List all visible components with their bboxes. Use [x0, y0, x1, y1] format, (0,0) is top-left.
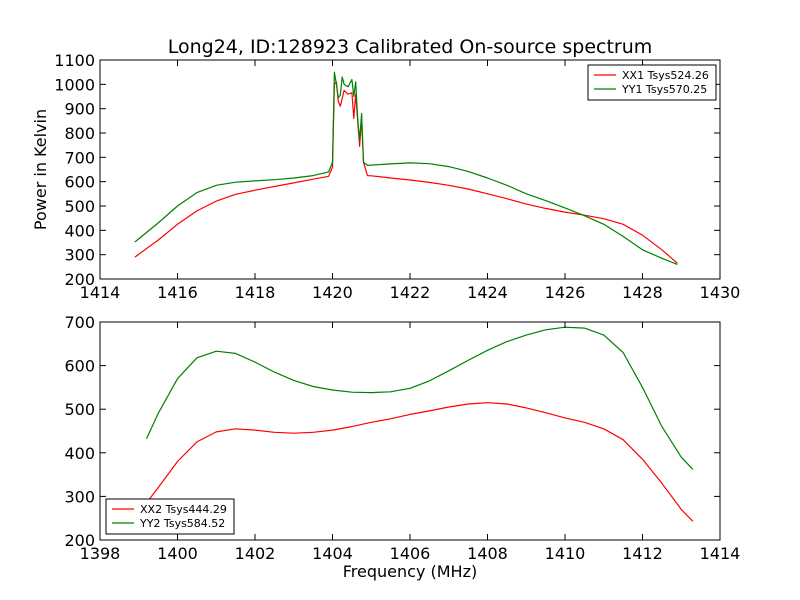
x-tick-label: 1402 [235, 544, 276, 563]
y-tick-label: 300 [64, 487, 95, 506]
legend-entry: XX2 Tsys444.29 [140, 503, 227, 516]
y-tick-label: 800 [64, 124, 95, 143]
y-tick-label: 600 [64, 357, 95, 376]
y-tick-label: 600 [64, 173, 95, 192]
series-line-1 [146, 402, 694, 522]
x-tick-label: 1428 [622, 283, 663, 302]
y-tick-label: 200 [64, 270, 95, 289]
x-tick-label: 1422 [390, 283, 431, 302]
y-tick-label: 500 [64, 400, 95, 419]
y-tick-label: 400 [64, 221, 95, 240]
y-tick-label: 300 [64, 246, 95, 265]
x-tick-label: 1430 [700, 283, 741, 302]
y-tick-label: 1000 [54, 75, 95, 94]
x-tick-label: 1398 [80, 544, 121, 563]
x-tick-label: 1414 [700, 544, 741, 563]
legend-box [587, 64, 717, 101]
top-panel: 1414 1416 1418 1420 1422 1424 1426 1428 1430 200 3… [31, 51, 740, 302]
y-tick-label: 400 [64, 444, 95, 463]
x-axis-label: Frequency (MHz) [343, 562, 477, 581]
x-tick-label: 1424 [467, 283, 508, 302]
bottom-panel: 1398 1400 1402 1404 1406 1408 1410 1412 1414 200 3… [64, 313, 740, 581]
x-tick-label: 1414 [80, 283, 121, 302]
y-tick-label: 700 [64, 148, 95, 167]
legend-entry: YY2 Tsys584.52 [139, 517, 225, 530]
y-axis-label: Power in Kelvin [31, 109, 50, 230]
legend-entry: XX1 Tsys524.26 [622, 69, 709, 82]
y-tick-label: 200 [64, 531, 95, 550]
x-tick-label: 1408 [467, 544, 508, 563]
y-tick-label: 500 [64, 197, 95, 216]
x-tick-label: 1412 [622, 544, 663, 563]
x-tick-label: 1418 [235, 283, 276, 302]
y-tick-label: 1100 [54, 51, 95, 70]
figure-title: Long24, ID:128923 Calibrated On-source s… [168, 36, 653, 58]
legend-entry: YY1 Tsys570.25 [621, 83, 707, 96]
x-tick-label: 1406 [390, 544, 431, 563]
series-line-2 [134, 71, 678, 265]
x-tick-label: 1426 [545, 283, 586, 302]
x-tick-label: 1404 [312, 544, 353, 563]
y-tick-label: 700 [64, 313, 95, 332]
y-tick-label: 900 [64, 100, 95, 119]
x-tick-label: 1400 [157, 544, 198, 563]
x-tick-label: 1420 [312, 283, 353, 302]
x-tick-label: 1416 [157, 283, 198, 302]
x-tick-label: 1410 [545, 544, 586, 563]
series-line-2 [145, 326, 694, 470]
legend-box [105, 498, 235, 535]
